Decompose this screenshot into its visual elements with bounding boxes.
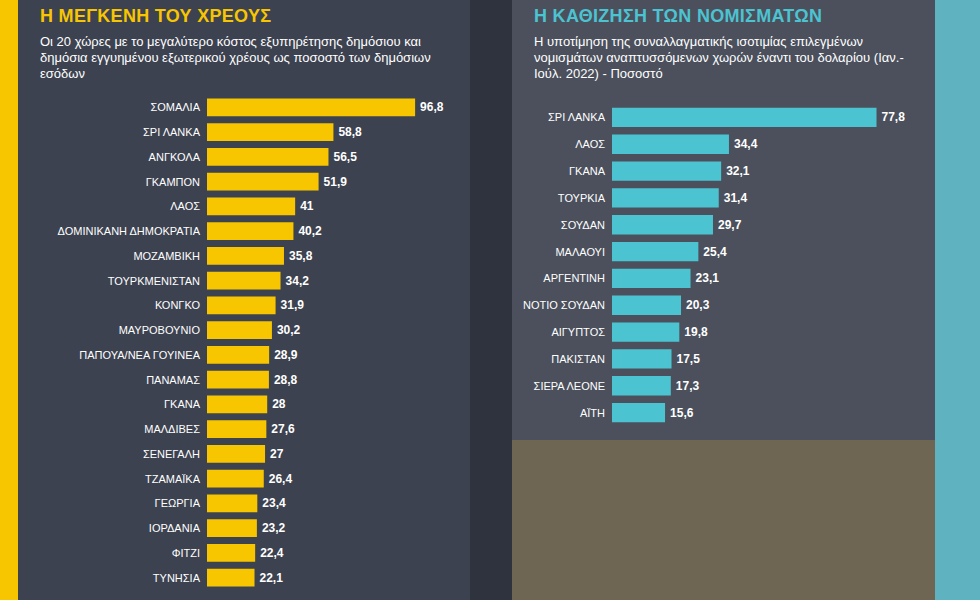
svg-text:77,8: 77,8 bbox=[882, 110, 906, 124]
svg-text:ΠΑΝΑΜΑΣ: ΠΑΝΑΜΑΣ bbox=[146, 374, 200, 386]
svg-text:31,9: 31,9 bbox=[281, 298, 305, 312]
svg-text:23,2: 23,2 bbox=[262, 521, 286, 535]
svg-text:ΣΙΕΡΑ ΛΕΟΝΕ: ΣΙΕΡΑ ΛΕΟΝΕ bbox=[534, 380, 605, 392]
svg-text:27,6: 27,6 bbox=[271, 422, 295, 436]
svg-text:58,8: 58,8 bbox=[338, 125, 362, 139]
svg-text:22,4: 22,4 bbox=[260, 546, 284, 560]
svg-text:ΔΟΜΙΝΙΚΑΝΗ ΔΗΜΟΚΡΑΤΙΑ: ΔΟΜΙΝΙΚΑΝΗ ΔΗΜΟΚΡΑΤΙΑ bbox=[58, 225, 201, 237]
svg-text:ΤΖΑΜΑΪΚΑ: ΤΖΑΜΑΪΚΑ bbox=[145, 473, 201, 485]
svg-text:34,4: 34,4 bbox=[734, 137, 758, 151]
svg-text:ΜΟΖΑΜΒΙΚΗ: ΜΟΖΑΜΒΙΚΗ bbox=[133, 250, 200, 262]
svg-text:25,4: 25,4 bbox=[703, 245, 727, 259]
svg-text:ΓΚΑΝΑ: ΓΚΑΝΑ bbox=[569, 165, 606, 177]
svg-text:27: 27 bbox=[270, 447, 284, 461]
svg-text:ΑΙΓΥΠΤΟΣ: ΑΙΓΥΠΤΟΣ bbox=[551, 326, 605, 338]
svg-text:51,9: 51,9 bbox=[324, 175, 348, 189]
svg-text:ΤΟΥΡΚΜΕΝΙΣΤΑΝ: ΤΟΥΡΚΜΕΝΙΣΤΑΝ bbox=[108, 275, 200, 287]
svg-text:ΛΑΟΣ: ΛΑΟΣ bbox=[575, 138, 605, 150]
svg-text:ΑΡΓΕΝΤΙΝΗ: ΑΡΓΕΝΤΙΝΗ bbox=[543, 272, 605, 284]
svg-text:ΙΟΡΔΑΝΙΑ: ΙΟΡΔΑΝΙΑ bbox=[149, 522, 201, 534]
svg-text:ΣΕΝΕΓΑΛΗ: ΣΕΝΕΓΑΛΗ bbox=[143, 448, 200, 460]
svg-text:ΚΟΝΓΚΟ: ΚΟΝΓΚΟ bbox=[155, 299, 201, 311]
svg-text:40,2: 40,2 bbox=[298, 224, 322, 238]
svg-text:28,8: 28,8 bbox=[274, 373, 298, 387]
svg-text:ΑΝΓΚΟΛΑ: ΑΝΓΚΟΛΑ bbox=[149, 151, 201, 163]
svg-text:28: 28 bbox=[272, 397, 286, 411]
svg-text:35,8: 35,8 bbox=[289, 249, 313, 263]
svg-text:17,3: 17,3 bbox=[676, 379, 700, 393]
svg-text:29,7: 29,7 bbox=[718, 218, 742, 232]
svg-text:23,4: 23,4 bbox=[262, 496, 286, 510]
svg-text:ΜΑΥΡΟΒΟΥΝΙΟ: ΜΑΥΡΟΒΟΥΝΙΟ bbox=[119, 324, 201, 336]
svg-text:41: 41 bbox=[300, 199, 314, 213]
svg-text:23,1: 23,1 bbox=[696, 271, 720, 285]
svg-text:ΜΑΛΔΙΒΕΣ: ΜΑΛΔΙΒΕΣ bbox=[144, 423, 200, 435]
svg-text:ΑΪΤΗ: ΑΪΤΗ bbox=[580, 407, 605, 419]
svg-text:15,6: 15,6 bbox=[670, 406, 694, 420]
svg-text:96,8: 96,8 bbox=[420, 100, 444, 114]
svg-text:ΜΑΛΑΟΥΙ: ΜΑΛΑΟΥΙ bbox=[555, 246, 605, 258]
html-text:Η υποτίμηση της συναλλαγματική: Η υποτίμηση της συναλλαγματικής ισοτιμία… bbox=[534, 34, 904, 81]
svg-text:ΤΥΝΗΣΙΑ: ΤΥΝΗΣΙΑ bbox=[153, 572, 201, 584]
svg-text:ΝΟΤΙΟ ΣΟΥΔΑΝ: ΝΟΤΙΟ ΣΟΥΔΑΝ bbox=[523, 299, 605, 311]
svg-text:ΓΚΑΜΠΟΝ: ΓΚΑΜΠΟΝ bbox=[146, 176, 200, 188]
svg-text:ΣΟΥΔΑΝ: ΣΟΥΔΑΝ bbox=[561, 219, 605, 231]
svg-text:28,9: 28,9 bbox=[274, 348, 298, 362]
html-text:Οι 20 χώρες με το μεγαλύτερο κ: Οι 20 χώρες με το μεγαλύτερο κόστος εξυπ… bbox=[40, 34, 431, 81]
svg-text:32,1: 32,1 bbox=[726, 164, 750, 178]
html-text:Η ΚΑΘΙΖΗΣΗ ΤΩΝ ΝΟΜΙΣΜΑΤΩΝ: Η ΚΑΘΙΖΗΣΗ ΤΩΝ ΝΟΜΙΣΜΑΤΩΝ bbox=[534, 6, 823, 26]
svg-text:26,4: 26,4 bbox=[269, 472, 293, 486]
svg-text:ΣΡΙ ΛΑΝΚΑ: ΣΡΙ ΛΑΝΚΑ bbox=[143, 126, 201, 138]
svg-text:ΠΑΠΟΥΑ/ΝΕΑ ΓΟΥΙΝΕΑ: ΠΑΠΟΥΑ/ΝΕΑ ΓΟΥΙΝΕΑ bbox=[79, 349, 200, 361]
svg-text:ΠΑΚΙΣΤΑΝ: ΠΑΚΙΣΤΑΝ bbox=[551, 353, 605, 365]
svg-text:ΓΚΑΝΑ: ΓΚΑΝΑ bbox=[164, 398, 201, 410]
svg-text:19,8: 19,8 bbox=[684, 325, 708, 339]
svg-text:56,5: 56,5 bbox=[333, 150, 357, 164]
svg-text:30,2: 30,2 bbox=[277, 323, 301, 337]
svg-text:17,5: 17,5 bbox=[677, 352, 701, 366]
svg-text:20,3: 20,3 bbox=[686, 298, 710, 312]
svg-text:ΤΟΥΡΚΙΑ: ΤΟΥΡΚΙΑ bbox=[558, 192, 606, 204]
svg-text:31,4: 31,4 bbox=[724, 191, 748, 205]
html-text:Η ΜΕΓΚΕΝΗ ΤΟΥ ΧΡΕΟΥΣ: Η ΜΕΓΚΕΝΗ ΤΟΥ ΧΡΕΟΥΣ bbox=[40, 6, 272, 26]
svg-text:34,2: 34,2 bbox=[286, 274, 310, 288]
svg-text:22,1: 22,1 bbox=[260, 571, 284, 585]
svg-text:ΣΡΙ ΛΑΝΚΑ: ΣΡΙ ΛΑΝΚΑ bbox=[548, 111, 606, 123]
svg-text:ΣΟΜΑΛΙΑ: ΣΟΜΑΛΙΑ bbox=[150, 101, 200, 113]
svg-text:ΛΑΟΣ: ΛΑΟΣ bbox=[170, 200, 200, 212]
svg-text:ΓΕΩΡΓΙΑ: ΓΕΩΡΓΙΑ bbox=[155, 497, 201, 509]
svg-text:ΦΙΤΖΙ: ΦΙΤΖΙ bbox=[172, 547, 200, 559]
